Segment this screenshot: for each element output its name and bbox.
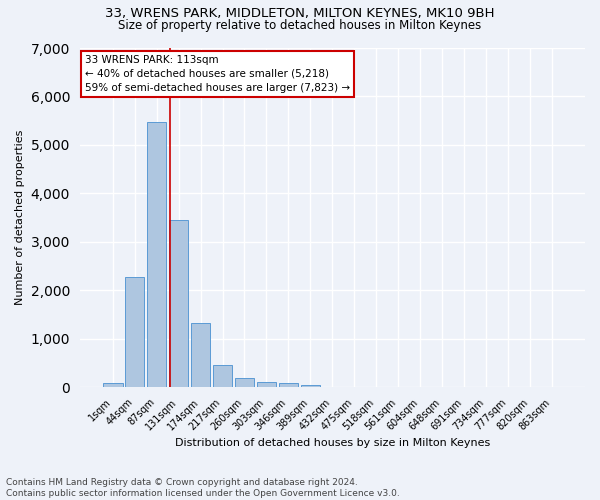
- Bar: [235, 378, 254, 387]
- Text: 33, WRENS PARK, MIDDLETON, MILTON KEYNES, MK10 9BH: 33, WRENS PARK, MIDDLETON, MILTON KEYNES…: [105, 8, 495, 20]
- Bar: [257, 382, 277, 387]
- Text: Size of property relative to detached houses in Milton Keynes: Size of property relative to detached ho…: [118, 18, 482, 32]
- Bar: [191, 324, 211, 387]
- Bar: [212, 365, 232, 387]
- Bar: [146, 122, 166, 387]
- Bar: [103, 384, 122, 387]
- Bar: [125, 276, 145, 387]
- Bar: [301, 385, 320, 387]
- Bar: [169, 220, 188, 387]
- Text: Contains HM Land Registry data © Crown copyright and database right 2024.
Contai: Contains HM Land Registry data © Crown c…: [6, 478, 400, 498]
- Y-axis label: Number of detached properties: Number of detached properties: [15, 130, 25, 306]
- Text: 33 WRENS PARK: 113sqm
← 40% of detached houses are smaller (5,218)
59% of semi-d: 33 WRENS PARK: 113sqm ← 40% of detached …: [85, 55, 350, 93]
- Bar: [278, 384, 298, 387]
- X-axis label: Distribution of detached houses by size in Milton Keynes: Distribution of detached houses by size …: [175, 438, 490, 448]
